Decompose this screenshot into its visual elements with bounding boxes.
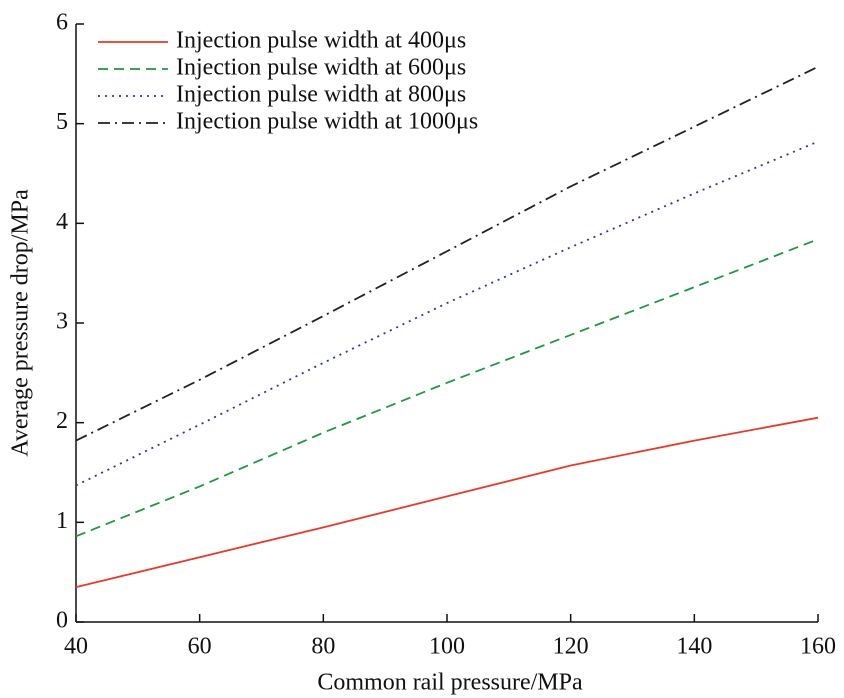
legend-label: Injection pulse width at 400μs [176, 28, 466, 54]
x-tick-label: 100 [429, 634, 465, 660]
y-tick-label: 0 [56, 608, 68, 634]
x-tick-label: 120 [553, 634, 589, 660]
x-tick-label: 40 [64, 634, 88, 660]
x-tick-label: 160 [800, 634, 836, 660]
x-tick-label: 80 [311, 634, 335, 660]
series-line [75, 140, 819, 487]
series-line [75, 238, 819, 538]
legend-label: Injection pulse width at 800μs [176, 82, 466, 108]
x-axis-label: Common rail pressure/MPa [317, 670, 583, 696]
y-tick-label: 2 [56, 408, 68, 434]
x-tick-label: 140 [676, 634, 712, 660]
legend-label: Injection pulse width at 1000μs [176, 109, 478, 135]
legend-label: Injection pulse width at 600μs [176, 55, 466, 81]
y-tick-label: 6 [56, 10, 68, 36]
series-line [75, 416, 819, 588]
y-tick-label: 1 [56, 508, 68, 534]
y-tick-label: 5 [56, 109, 68, 135]
y-tick-label: 4 [56, 209, 68, 235]
series-line [75, 66, 819, 442]
y-tick-label: 3 [56, 309, 68, 335]
y-axis-label: Average pressure drop/MPa [8, 189, 34, 457]
x-tick-label: 60 [188, 634, 212, 660]
